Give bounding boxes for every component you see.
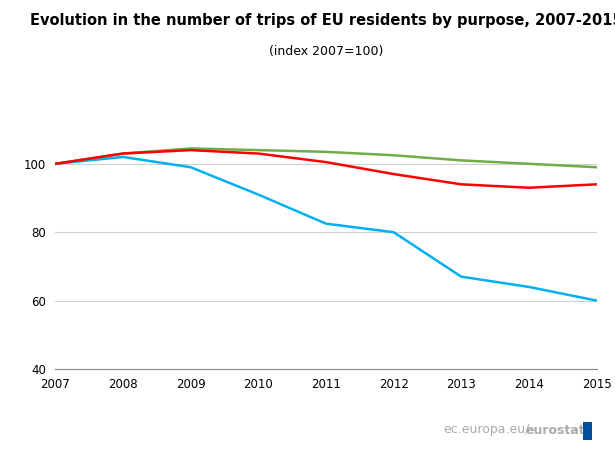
Professional purpose: trips: (2.01e+03, 100): trips: (2.01e+03, 100)	[52, 161, 59, 166]
Professional purpose: trips: (2.01e+03, 64): trips: (2.01e+03, 64)	[525, 284, 533, 290]
Professional purpose: trips: (2.01e+03, 80): trips: (2.01e+03, 80)	[390, 230, 397, 235]
Professional purpose: trips: (2.01e+03, 99): trips: (2.01e+03, 99)	[187, 165, 194, 170]
Professional purpose: trips: (2.02e+03, 60): trips: (2.02e+03, 60)	[593, 298, 600, 303]
Text: eurostat: eurostat	[526, 423, 585, 436]
Total trips	[322, 159, 330, 165]
Professional purpose: trips: (2.01e+03, 82.5): trips: (2.01e+03, 82.5)	[322, 221, 330, 226]
Total trips	[255, 151, 262, 156]
Professional purpose: trips: (2.01e+03, 102): trips: (2.01e+03, 102)	[119, 154, 127, 160]
Total trips	[119, 151, 127, 156]
Personal purpose: trips: (2.01e+03, 100): trips: (2.01e+03, 100)	[52, 161, 59, 166]
Personal purpose: trips: (2.01e+03, 102): trips: (2.01e+03, 102)	[390, 153, 397, 158]
Personal purpose: trips: (2.01e+03, 101): trips: (2.01e+03, 101)	[458, 158, 465, 163]
Personal purpose: trips: (2.01e+03, 103): trips: (2.01e+03, 103)	[119, 151, 127, 156]
Total trips	[390, 171, 397, 177]
Line: Professional purpose: trips: Professional purpose: trips	[55, 157, 597, 301]
Personal purpose: trips: (2.01e+03, 104): trips: (2.01e+03, 104)	[187, 146, 194, 151]
Professional purpose: trips: (2.01e+03, 67): trips: (2.01e+03, 67)	[458, 274, 465, 279]
Text: ec.europa.eu/: ec.europa.eu/	[443, 423, 529, 436]
Personal purpose: trips: (2.01e+03, 104): trips: (2.01e+03, 104)	[322, 149, 330, 154]
Total trips	[525, 185, 533, 190]
Total trips	[458, 182, 465, 187]
Personal purpose: trips: (2.01e+03, 100): trips: (2.01e+03, 100)	[525, 161, 533, 166]
Line: Personal purpose: trips: Personal purpose: trips	[55, 148, 597, 167]
Text: Evolution in the number of trips of EU residents by purpose, 2007-2015: Evolution in the number of trips of EU r…	[30, 14, 615, 28]
Personal purpose: trips: (2.01e+03, 104): trips: (2.01e+03, 104)	[255, 148, 262, 153]
Line: Total trips: Total trips	[55, 150, 597, 188]
Total trips	[593, 182, 600, 187]
Text: (index 2007=100): (index 2007=100)	[269, 45, 383, 58]
Personal purpose: trips: (2.02e+03, 99): trips: (2.02e+03, 99)	[593, 165, 600, 170]
Professional purpose: trips: (2.01e+03, 91): trips: (2.01e+03, 91)	[255, 192, 262, 197]
Total trips	[52, 161, 59, 166]
Total trips	[187, 148, 194, 153]
